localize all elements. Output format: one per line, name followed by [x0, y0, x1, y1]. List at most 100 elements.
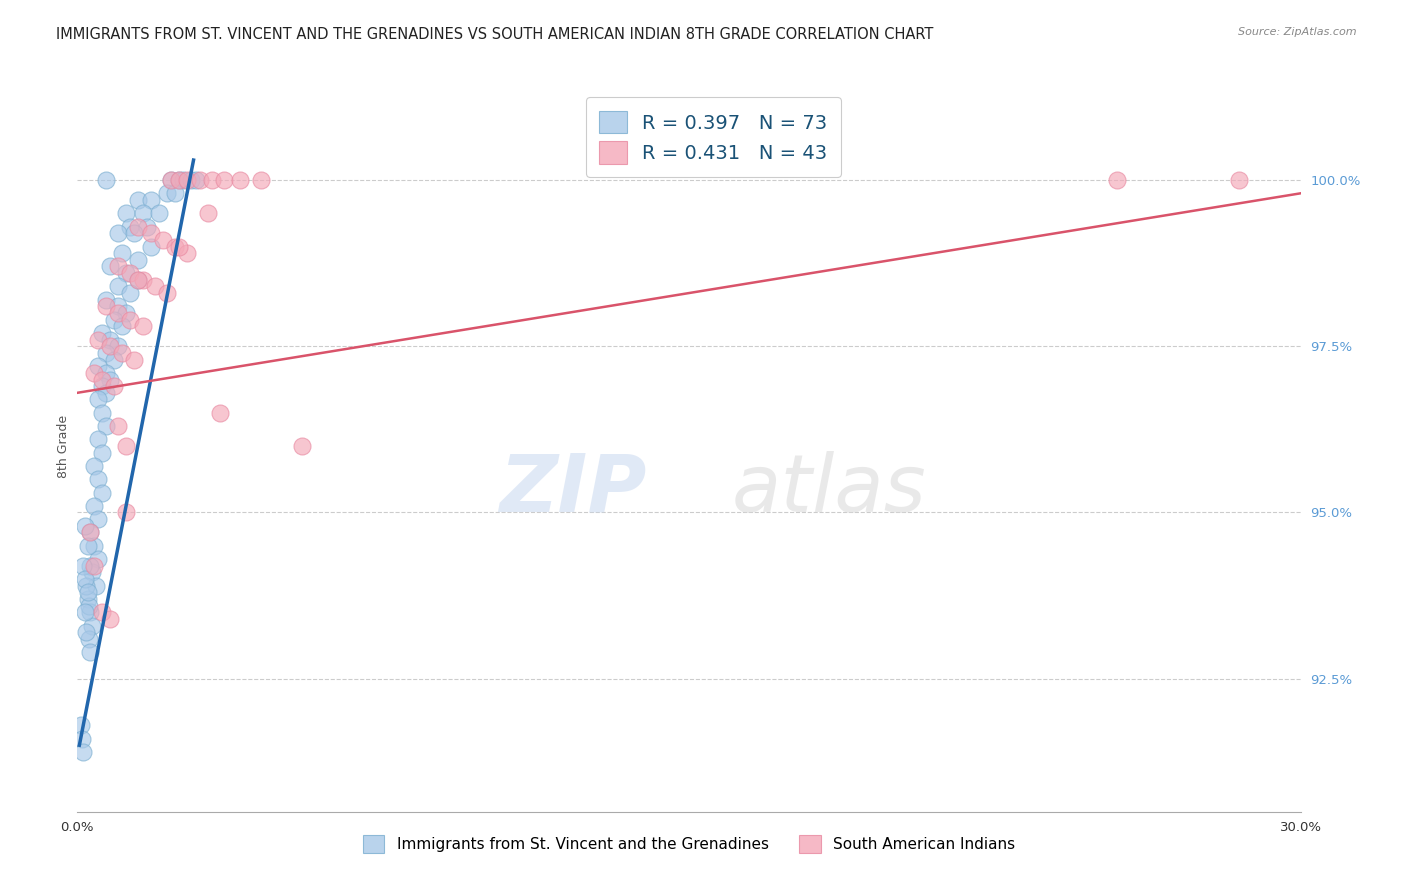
Y-axis label: 8th Grade: 8th Grade: [58, 415, 70, 477]
Point: [120, 266, 142, 280]
Point: [290, 439, 312, 453]
Point: [139, 193, 162, 207]
Point: [169, 173, 191, 187]
Point: [111, 346, 134, 360]
Point: [127, 273, 149, 287]
Point: [131, 319, 153, 334]
Point: [87, 433, 110, 447]
Point: [201, 173, 224, 187]
Point: [90, 605, 112, 619]
Point: [90, 445, 112, 459]
Text: ZIP: ZIP: [499, 450, 647, 529]
Point: [1107, 173, 1129, 187]
Point: [83, 558, 105, 573]
Point: [98, 260, 121, 274]
Point: [176, 246, 198, 260]
Point: [165, 239, 187, 253]
Point: [98, 372, 121, 386]
Point: [115, 266, 138, 280]
Point: [94, 385, 117, 400]
Point: [84, 579, 107, 593]
Point: [212, 173, 235, 187]
Point: [94, 299, 117, 313]
Point: [152, 233, 174, 247]
Point: [156, 286, 179, 301]
Point: [79, 645, 101, 659]
Point: [79, 525, 101, 540]
Point: [83, 458, 105, 473]
Point: [87, 333, 110, 347]
Point: [156, 186, 179, 201]
Point: [184, 173, 207, 187]
Point: [107, 419, 129, 434]
Point: [208, 406, 231, 420]
Point: [127, 273, 149, 287]
Point: [103, 352, 125, 367]
Point: [70, 731, 93, 746]
Point: [103, 312, 125, 326]
Point: [94, 366, 117, 380]
Point: [250, 173, 273, 187]
Point: [115, 306, 138, 320]
Point: [87, 472, 110, 486]
Point: [172, 173, 194, 187]
Point: [79, 525, 101, 540]
Point: [111, 246, 134, 260]
Point: [115, 206, 138, 220]
Point: [131, 206, 153, 220]
Point: [90, 406, 112, 420]
Point: [90, 326, 112, 340]
Point: [115, 506, 138, 520]
Point: [139, 239, 162, 253]
Point: [115, 439, 138, 453]
Point: [79, 605, 101, 619]
Point: [1229, 173, 1251, 187]
Point: [73, 605, 96, 619]
Point: [83, 539, 105, 553]
Point: [127, 219, 149, 234]
Point: [94, 346, 117, 360]
Point: [107, 260, 129, 274]
Point: [180, 173, 202, 187]
Point: [107, 339, 129, 353]
Point: [79, 558, 101, 573]
Point: [87, 512, 110, 526]
Point: [148, 206, 170, 220]
Point: [76, 585, 98, 599]
Point: [139, 226, 162, 240]
Point: [124, 352, 146, 367]
Point: [107, 299, 129, 313]
Text: IMMIGRANTS FROM ST. VINCENT AND THE GRENADINES VS SOUTH AMERICAN INDIAN 8TH GRAD: IMMIGRANTS FROM ST. VINCENT AND THE GREN…: [56, 27, 934, 42]
Point: [94, 173, 117, 187]
Point: [87, 552, 110, 566]
Point: [124, 226, 146, 240]
Point: [169, 239, 191, 253]
Point: [80, 618, 103, 632]
Point: [111, 319, 134, 334]
Point: [77, 599, 100, 613]
Point: [197, 206, 219, 220]
Point: [160, 173, 183, 187]
Point: [131, 273, 153, 287]
Point: [75, 579, 97, 593]
Text: Source: ZipAtlas.com: Source: ZipAtlas.com: [1239, 27, 1357, 37]
Point: [75, 625, 97, 640]
Point: [165, 186, 187, 201]
Point: [107, 306, 129, 320]
Point: [70, 718, 93, 732]
Point: [94, 293, 117, 307]
Point: [87, 359, 110, 374]
Legend: Immigrants from St. Vincent and the Grenadines, South American Indians: Immigrants from St. Vincent and the Gren…: [357, 829, 1021, 859]
Point: [87, 392, 110, 407]
Point: [72, 745, 94, 759]
Point: [94, 419, 117, 434]
Point: [77, 632, 100, 646]
Point: [75, 518, 97, 533]
Point: [76, 539, 98, 553]
Point: [83, 366, 105, 380]
Point: [107, 226, 129, 240]
Point: [72, 558, 94, 573]
Point: [169, 173, 191, 187]
Point: [80, 566, 103, 580]
Point: [90, 372, 112, 386]
